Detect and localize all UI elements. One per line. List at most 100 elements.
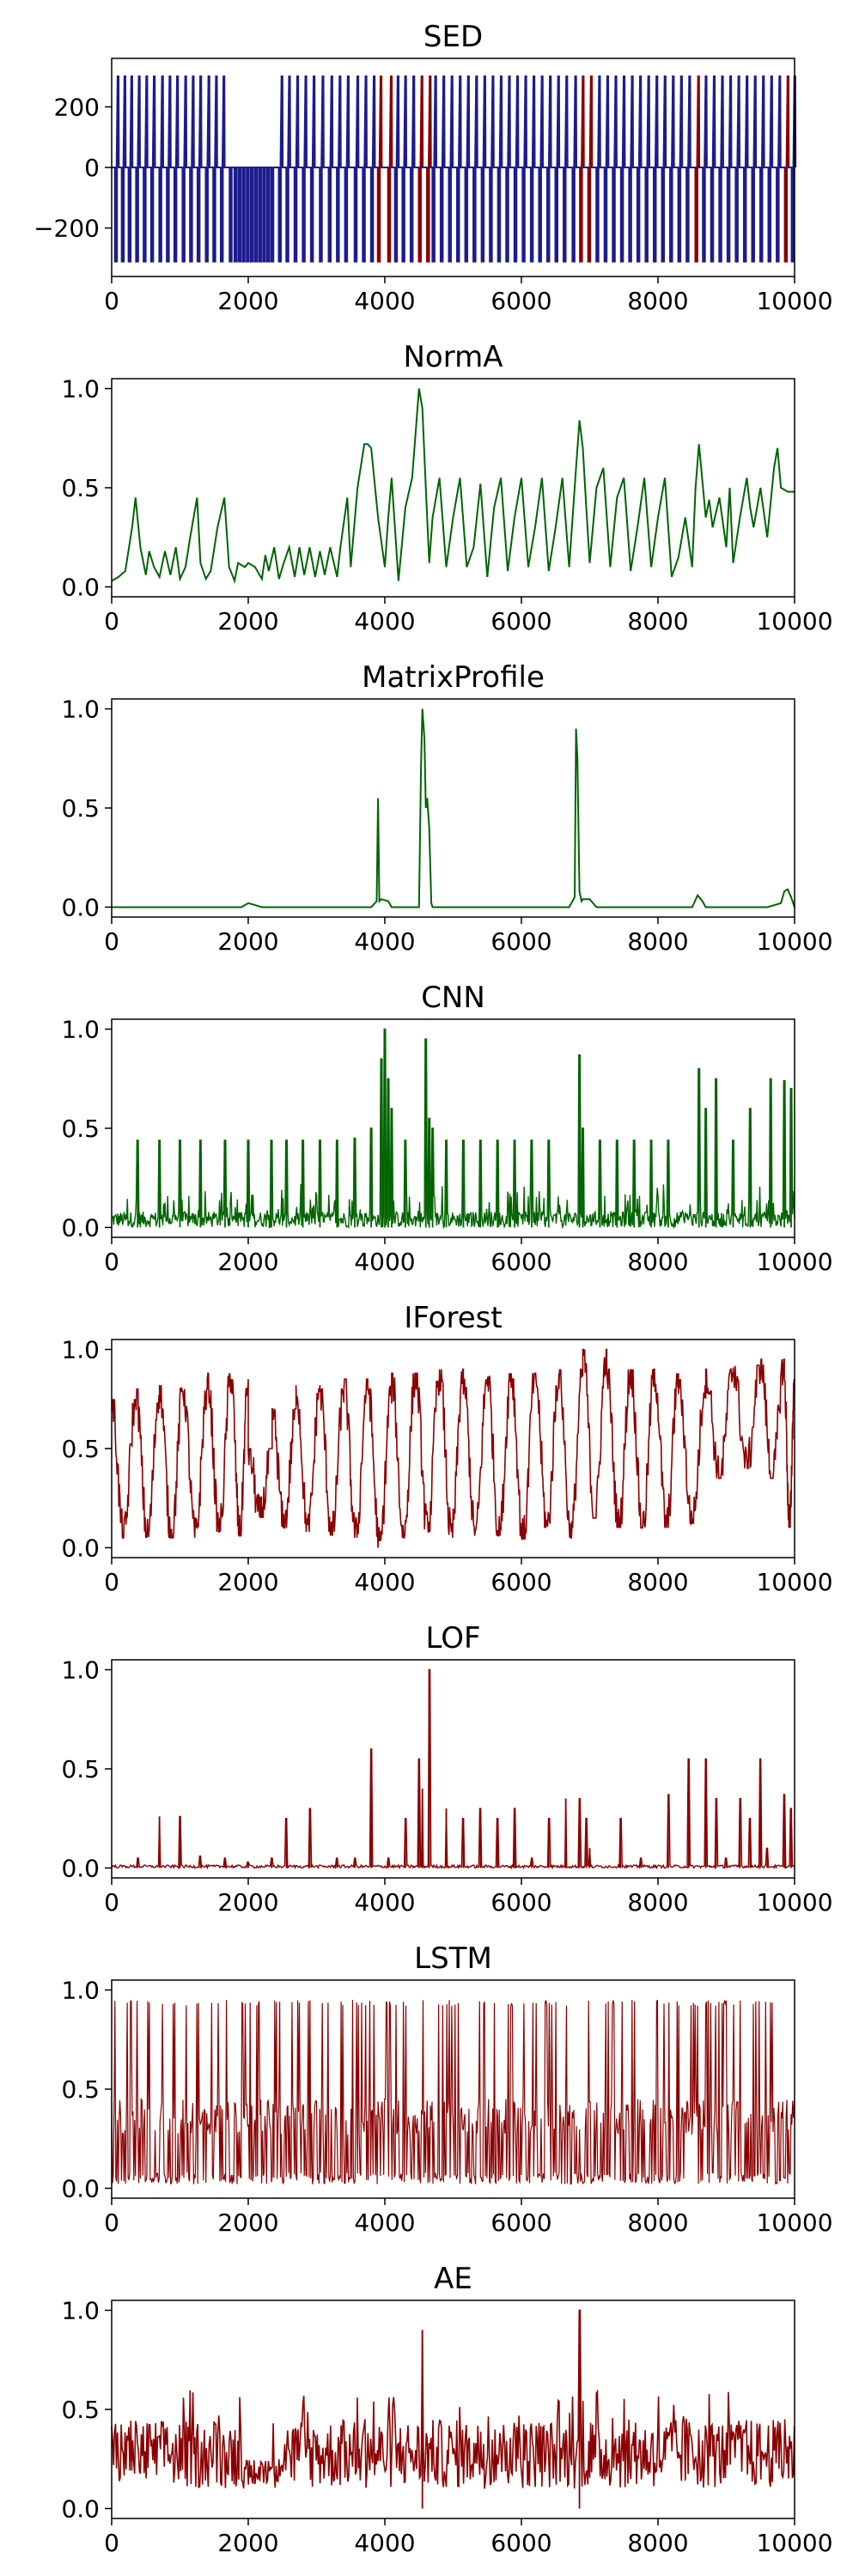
chart-title: CNN — [421, 981, 485, 1015]
x-tick-label: 0 — [104, 1248, 119, 1276]
series-path — [111, 388, 795, 585]
chart-title: SED — [423, 20, 483, 54]
x-tick-label: 2000 — [217, 2529, 278, 2557]
x-tick-label: 6000 — [490, 1248, 551, 1276]
series-line — [111, 1348, 795, 1548]
anomaly-pulse — [694, 75, 701, 263]
pulse — [628, 75, 634, 263]
pulse — [702, 75, 708, 263]
pulse — [677, 75, 684, 263]
panel-iforest: IForest 0 2000 4000 6000 8000 10000 0.0 0.5 1.0 — [61, 1301, 832, 1596]
series-path — [111, 1348, 795, 1548]
x-tick-label: 2000 — [217, 1888, 278, 1917]
pulse — [513, 75, 520, 263]
pulse — [464, 75, 471, 263]
pulse — [563, 75, 569, 263]
pulse — [285, 75, 291, 263]
x-tick-label: 6000 — [490, 2208, 551, 2237]
y-tick-label: 1.0 — [61, 375, 100, 404]
pulse — [369, 75, 376, 263]
y-tick-label: 0.5 — [61, 474, 100, 502]
pulse — [237, 167, 242, 263]
pulse — [505, 75, 511, 263]
pulse — [393, 75, 400, 263]
pulse — [767, 75, 774, 263]
x-tick-label: 10000 — [756, 1888, 832, 1917]
series-line — [111, 1668, 795, 1870]
pulse — [619, 75, 626, 263]
anomaly-pulse — [417, 75, 424, 263]
series-path — [111, 2309, 795, 2489]
x-tick-label: 6000 — [490, 1568, 551, 1596]
pulse — [480, 75, 487, 263]
pulse — [277, 75, 284, 263]
x-tick-label: 10000 — [756, 607, 832, 635]
y-tick-label: 200 — [54, 93, 100, 121]
pulse — [521, 75, 527, 263]
y-tick-label: 0.5 — [61, 2075, 100, 2104]
pulse — [120, 75, 127, 263]
pulse — [196, 75, 203, 263]
x-tick-label: 0 — [104, 607, 119, 635]
y-tick-label: 1.0 — [61, 2297, 100, 2325]
pulse — [439, 75, 446, 263]
chart-title: AE — [434, 2262, 472, 2296]
pulse — [127, 75, 134, 263]
pulse — [545, 75, 552, 263]
pulse — [262, 167, 266, 263]
pulse — [431, 75, 438, 263]
panel-norma: NormA 0 2000 4000 6000 8000 10000 0.0 0.5 1.0 — [61, 340, 832, 635]
x-tick-label: 2000 — [217, 1568, 278, 1596]
pulse — [718, 75, 724, 263]
y-tick-label: 0.0 — [61, 1213, 100, 1242]
x-tick-label: 6000 — [490, 287, 551, 315]
panel-ae: AE 0 2000 4000 6000 8000 10000 0.0 0.5 1.0 — [61, 2262, 832, 2557]
pulse — [554, 75, 561, 263]
plot-frame — [111, 2300, 795, 2519]
chart-title: IForest — [404, 1301, 502, 1335]
pulse — [228, 167, 233, 263]
x-tick-label: 4000 — [354, 1888, 415, 1917]
pulse — [266, 167, 271, 263]
y-tick-label: 0.0 — [61, 573, 100, 601]
pulse — [456, 75, 462, 263]
x-tick-label: 4000 — [354, 927, 415, 956]
pulse — [652, 75, 659, 263]
y-tick-label: 1.0 — [61, 1656, 100, 1685]
pulse — [759, 75, 765, 263]
x-tick-label: 8000 — [627, 1888, 688, 1917]
y-tick-label: 0.0 — [61, 2494, 100, 2523]
series-path — [111, 1028, 795, 1230]
y-tick-label: 0.5 — [61, 2396, 100, 2424]
x-tick-label: 8000 — [627, 287, 688, 315]
pulse — [143, 75, 149, 263]
series-line — [112, 75, 797, 263]
pulse — [401, 75, 408, 263]
y-tick-label: 0.0 — [61, 2174, 100, 2202]
x-tick-label: 8000 — [627, 607, 688, 635]
pulse — [135, 75, 142, 263]
x-tick-label: 8000 — [627, 1568, 688, 1596]
series-line — [111, 1999, 795, 2185]
x-tick-label: 6000 — [490, 1888, 551, 1917]
plot-frame — [111, 1659, 795, 1879]
pulse — [233, 167, 238, 263]
y-tick-label: 0.0 — [61, 893, 100, 921]
y-tick-label: 0.5 — [61, 1435, 100, 1463]
x-tick-label: 8000 — [627, 1248, 688, 1276]
pulse — [270, 167, 275, 263]
pulse — [644, 75, 651, 263]
pulse — [344, 75, 350, 263]
pulse — [219, 75, 226, 263]
x-tick-label: 0 — [104, 2208, 119, 2237]
x-tick-label: 10000 — [756, 2208, 832, 2237]
y-tick-label: 0.5 — [61, 794, 100, 823]
series-line — [111, 1028, 795, 1230]
pulse — [327, 75, 334, 263]
pulse — [538, 75, 545, 263]
pulse — [293, 75, 300, 263]
pulse — [309, 75, 316, 263]
pulse — [529, 75, 536, 263]
pulse — [734, 75, 741, 263]
pulse — [204, 75, 211, 263]
